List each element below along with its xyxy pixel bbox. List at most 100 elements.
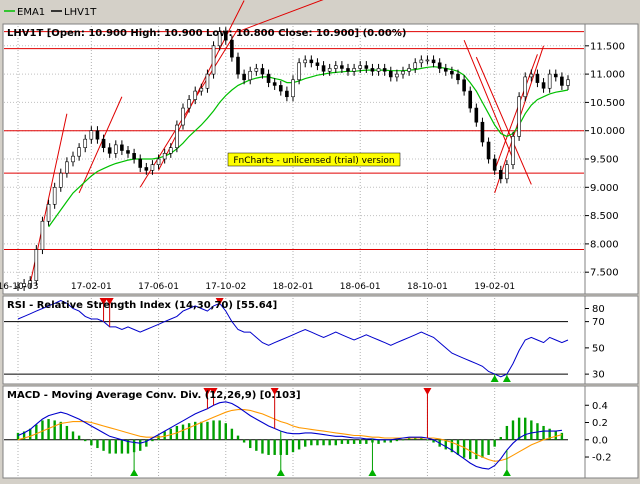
macd-hist-bar: [181, 424, 185, 440]
macd-hist-bar: [285, 439, 289, 455]
trend-line: [494, 54, 538, 171]
candle: [352, 68, 356, 72]
candle: [205, 73, 210, 89]
candle: [541, 82, 546, 89]
candle: [278, 85, 283, 92]
trend-line: [78, 96, 123, 194]
macd-hist-bar: [187, 423, 191, 440]
macd-buy-marker: [502, 469, 511, 476]
candle: [138, 158, 143, 168]
macd-hist-bar: [22, 431, 26, 440]
macd-hist-bar: [114, 439, 117, 454]
candle: [333, 65, 338, 69]
y-tick-label: 11.500: [590, 41, 625, 52]
candle: [492, 158, 497, 171]
candle: [376, 68, 381, 72]
macd-hist-bar: [517, 417, 521, 440]
macd-hist-bar: [96, 439, 99, 449]
macd-buy-marker: [368, 469, 377, 476]
y-tick-label: 8.500: [590, 211, 619, 222]
candle: [162, 153, 167, 160]
candle: [517, 96, 521, 137]
macd-hist-bar: [145, 439, 148, 447]
trend-line: [475, 56, 532, 185]
candle: [407, 68, 411, 72]
macd-hist-bar: [304, 439, 307, 447]
macd-hist-bar: [126, 439, 130, 454]
macd-hist-bar: [267, 439, 270, 455]
macd-hist-bar: [334, 439, 337, 446]
macd-hist-bar: [35, 424, 38, 440]
macd-hist-bar: [481, 439, 484, 458]
rsi-axis: [584, 295, 639, 385]
macd-hist-bar: [426, 439, 429, 441]
candle: [437, 62, 442, 69]
macd-hist-bar: [548, 428, 551, 440]
candle: [89, 130, 94, 140]
candle: [547, 73, 552, 89]
macd-sell-marker: [270, 388, 279, 395]
macd-signal-line: [17, 409, 563, 462]
macd-hist-bar: [255, 439, 258, 451]
rsi-tick-label: 50: [592, 343, 605, 354]
macd-hist-bar: [560, 432, 564, 440]
macd-hist-bar: [432, 439, 435, 443]
macd-hist-bar: [389, 439, 392, 443]
candle: [388, 70, 393, 78]
candle: [193, 90, 198, 100]
macd-hist-bar: [297, 439, 301, 450]
macd-hist-bar: [59, 421, 62, 440]
candle: [46, 203, 51, 222]
macd-hist-bar: [224, 423, 227, 440]
candle: [474, 107, 479, 123]
macd-hist-bar: [554, 431, 557, 440]
macd-hist-bar: [291, 439, 295, 453]
macd-hist-bar: [352, 439, 356, 444]
y-tick-label: 10.000: [590, 126, 625, 137]
macd-hist-bar: [462, 439, 466, 458]
candle: [211, 45, 216, 75]
candle: [511, 136, 515, 165]
macd-hist-bar: [206, 421, 209, 440]
candle: [156, 158, 161, 165]
macd-hist-bar: [53, 420, 56, 440]
macd-sell-marker: [423, 388, 432, 395]
macd-hist-bar: [493, 439, 496, 447]
candle: [175, 124, 179, 148]
candle: [199, 87, 204, 92]
candle: [217, 31, 222, 47]
macd-hist-bar: [420, 438, 423, 440]
macd-hist-bar: [499, 437, 502, 440]
candle: [126, 150, 130, 154]
candle: [150, 164, 155, 171]
price-header: LHV1T [Open: 10.900 High: 10.900 Low: 10…: [7, 28, 406, 39]
candle: [113, 144, 118, 154]
candle: [419, 59, 424, 64]
candle: [529, 73, 534, 78]
macd-hist-bar: [261, 439, 264, 454]
candle: [144, 167, 149, 171]
candle: [309, 59, 314, 64]
macd-hist-bar: [120, 439, 124, 454]
macd-hist-bar: [108, 439, 111, 454]
macd-sell-marker: [203, 388, 212, 395]
macd-hist-bar: [365, 439, 368, 444]
macd-hist-bar: [47, 419, 50, 440]
rsi-tick-label: 30: [592, 370, 605, 381]
macd-hist-bar: [230, 428, 234, 440]
macd-hist-bar: [194, 421, 197, 440]
candle: [71, 155, 75, 163]
candle: [413, 62, 418, 69]
macd-hist-bar: [151, 439, 154, 442]
candle: [370, 68, 375, 72]
candle: [236, 56, 240, 75]
candle: [230, 39, 234, 58]
rsi-tick-label: 80: [592, 304, 605, 315]
macd-hist-bar: [511, 420, 515, 440]
macd-hist-bar: [456, 439, 460, 455]
macd-hist-bar: [71, 431, 75, 440]
candle: [223, 31, 228, 41]
macd-hist-bar: [444, 439, 447, 450]
macd-tick-label: 0.2: [592, 418, 608, 429]
x-tick-label: 17-02-01: [71, 282, 112, 292]
